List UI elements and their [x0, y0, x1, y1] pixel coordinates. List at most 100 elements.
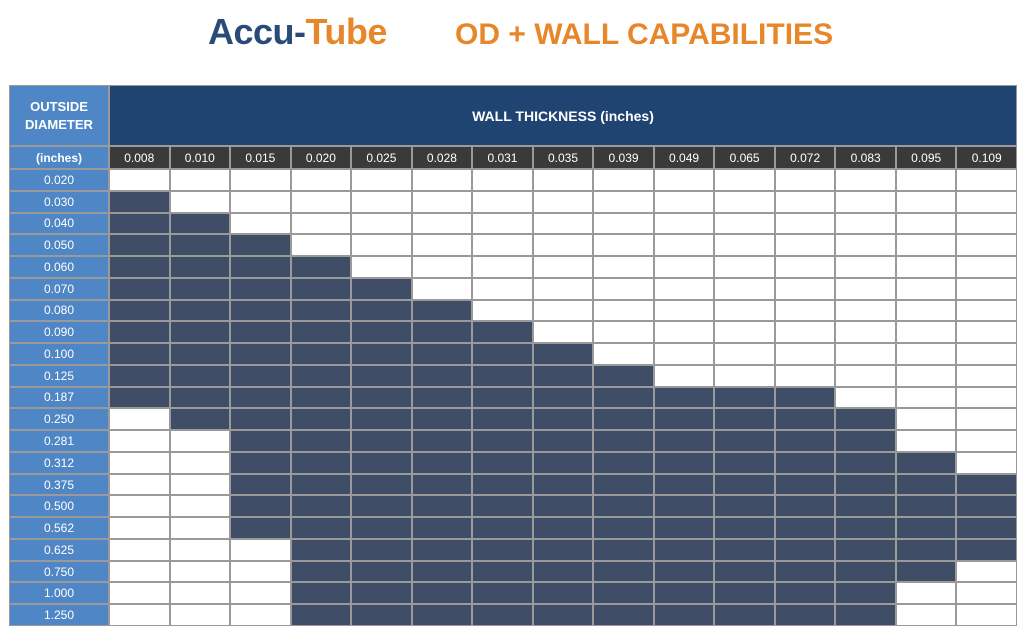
capability-cell-available — [836, 561, 895, 582]
capability-cell-available — [533, 518, 593, 538]
capability-cell-available — [836, 583, 895, 604]
capability-cell-available — [896, 452, 956, 473]
capability-cell-unavailable — [896, 409, 956, 430]
capability-cell-available — [170, 322, 230, 343]
capability-cell-available — [110, 213, 169, 234]
capability-cell-available — [654, 539, 714, 560]
capability-cell-available — [291, 605, 351, 625]
capability-cell-unavailable — [110, 561, 169, 582]
outside-diameter-tick: 0.500 — [10, 496, 108, 517]
capability-cell-unavailable — [352, 257, 411, 277]
capability-cell-available — [715, 387, 774, 408]
capability-cell-available — [594, 561, 653, 582]
capability-cell-available — [352, 387, 411, 408]
capability-cell-unavailable — [957, 344, 1016, 364]
capability-cell-unavailable — [594, 344, 653, 364]
wall-thickness-tick: 0.065 — [715, 147, 774, 168]
capability-cell-unavailable — [533, 191, 593, 212]
capability-cell-available — [654, 583, 714, 604]
capability-cell-available — [594, 387, 653, 408]
capability-cell-available — [170, 300, 230, 321]
capability-cell-available — [594, 365, 653, 386]
wall-thickness-tick: 0.008 — [110, 147, 169, 168]
capability-cell-available — [352, 300, 411, 321]
outside-diameter-tick: 0.375 — [10, 474, 108, 495]
wall-thickness-tick: 0.025 — [352, 147, 411, 168]
capability-cell-unavailable — [775, 278, 835, 299]
capability-cell-available — [291, 496, 351, 517]
capability-cell-available — [352, 344, 411, 364]
capability-cell-available — [412, 605, 472, 625]
capability-cell-available — [412, 474, 472, 495]
capability-cell-available — [533, 452, 593, 473]
capability-cell-unavailable — [170, 561, 230, 582]
capability-cell-unavailable — [533, 213, 593, 234]
capability-cell-unavailable — [170, 170, 230, 190]
capability-cell-unavailable — [957, 452, 1016, 473]
capability-cell-available — [654, 518, 714, 538]
capability-cell-unavailable — [352, 170, 411, 190]
capability-cell-unavailable — [473, 191, 532, 212]
capability-cell-unavailable — [957, 365, 1016, 386]
logo-text-accu: Accu- — [208, 11, 306, 52]
capability-cell-available — [836, 518, 895, 538]
capability-cell-available — [533, 605, 593, 625]
capability-cell-available — [836, 431, 895, 451]
capability-cell-available — [896, 539, 956, 560]
capability-cell-unavailable — [836, 278, 895, 299]
wall-thickness-tick: 0.035 — [533, 147, 593, 168]
outside-diameter-tick: 0.625 — [10, 539, 108, 560]
capability-cell-unavailable — [594, 191, 653, 212]
capabilities-table: OUTSIDE DIAMETER WALL THICKNESS (inches)… — [9, 85, 1017, 626]
capability-cell-available — [291, 387, 351, 408]
capability-cell-available — [291, 583, 351, 604]
outside-diameter-tick: 0.030 — [10, 191, 108, 212]
capability-cell-unavailable — [715, 278, 774, 299]
capability-cell-available — [957, 474, 1016, 495]
capability-cell-unavailable — [170, 518, 230, 538]
capability-cell-available — [291, 257, 351, 277]
capability-cell-available — [715, 518, 774, 538]
capability-cell-available — [170, 387, 230, 408]
capability-cell-available — [352, 322, 411, 343]
capability-cell-available — [352, 605, 411, 625]
capability-cell-unavailable — [654, 322, 714, 343]
capability-cell-unavailable — [896, 431, 956, 451]
capability-cell-available — [836, 605, 895, 625]
capability-cell-available — [412, 496, 472, 517]
wall-thickness-tick: 0.028 — [412, 147, 472, 168]
capability-cell-unavailable — [775, 365, 835, 386]
capability-cell-unavailable — [775, 213, 835, 234]
capability-cell-available — [291, 452, 351, 473]
capability-cell-unavailable — [594, 213, 653, 234]
capability-cell-unavailable — [291, 191, 351, 212]
capability-cell-unavailable — [533, 300, 593, 321]
capability-cell-available — [715, 561, 774, 582]
capability-cell-unavailable — [594, 257, 653, 277]
capability-cell-available — [654, 409, 714, 430]
capability-cell-available — [473, 322, 532, 343]
capability-cell-available — [654, 474, 714, 495]
capability-cell-available — [473, 561, 532, 582]
capability-cell-unavailable — [533, 235, 593, 256]
capability-cell-available — [412, 431, 472, 451]
capability-cell-available — [533, 387, 593, 408]
capability-cell-unavailable — [896, 235, 956, 256]
capability-cell-available — [170, 278, 230, 299]
capability-cell-unavailable — [594, 300, 653, 321]
capability-cell-unavailable — [352, 191, 411, 212]
capability-cell-available — [594, 605, 653, 625]
capability-cell-unavailable — [231, 191, 290, 212]
capability-cell-available — [836, 539, 895, 560]
outside-diameter-tick: 0.750 — [10, 561, 108, 582]
capability-cell-unavailable — [412, 191, 472, 212]
capability-cell-available — [775, 387, 835, 408]
capability-cell-available — [231, 518, 290, 538]
capability-cell-available — [715, 452, 774, 473]
capability-cell-unavailable — [594, 278, 653, 299]
capability-cell-unavailable — [110, 409, 169, 430]
capability-cell-unavailable — [473, 170, 532, 190]
capability-cell-available — [291, 409, 351, 430]
capability-cell-unavailable — [473, 213, 532, 234]
capability-cell-unavailable — [412, 235, 472, 256]
